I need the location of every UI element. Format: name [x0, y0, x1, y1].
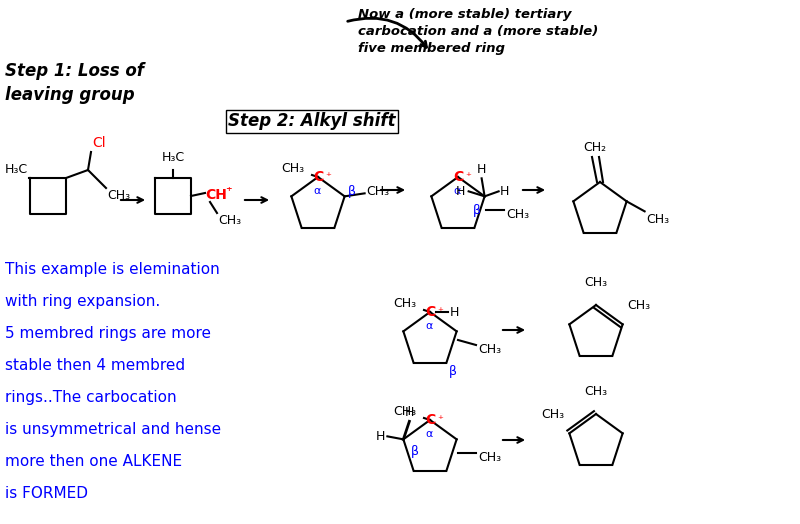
Text: CH₃: CH₃: [107, 189, 130, 202]
Text: CH₃: CH₃: [218, 214, 241, 227]
Text: CH₃: CH₃: [585, 385, 607, 398]
Text: H: H: [500, 185, 509, 198]
Text: CH₃: CH₃: [628, 299, 650, 312]
Text: H: H: [376, 430, 386, 443]
Text: CH₃: CH₃: [478, 343, 501, 356]
Text: α: α: [426, 429, 433, 439]
Text: ⁺: ⁺: [225, 185, 232, 198]
Text: ⁺: ⁺: [325, 172, 331, 182]
Text: ⁺: ⁺: [465, 172, 471, 182]
Text: CH₃: CH₃: [281, 162, 304, 175]
Text: β: β: [473, 204, 481, 217]
Text: CH₃: CH₃: [506, 208, 529, 221]
Text: CH₃: CH₃: [366, 185, 390, 198]
Text: CH₂: CH₂: [583, 141, 606, 154]
Text: β: β: [411, 445, 419, 458]
Text: with ring expansion.: with ring expansion.: [5, 294, 160, 309]
Text: stable then 4 membred: stable then 4 membred: [5, 358, 185, 373]
Text: CH₃: CH₃: [542, 408, 564, 421]
Text: H₃C: H₃C: [5, 163, 28, 176]
Text: C: C: [425, 305, 435, 319]
Text: C: C: [313, 170, 323, 184]
Text: β: β: [449, 365, 457, 378]
Text: CH₃: CH₃: [585, 276, 607, 289]
Text: C: C: [425, 413, 435, 427]
Text: CH: CH: [205, 188, 227, 202]
Text: is FORMED: is FORMED: [5, 486, 88, 501]
Text: C: C: [453, 170, 463, 184]
Text: H: H: [450, 305, 459, 319]
Text: CH₃: CH₃: [646, 213, 670, 226]
Text: α: α: [454, 186, 461, 196]
Text: ⁺: ⁺: [437, 415, 443, 425]
Text: H₃C: H₃C: [162, 151, 185, 164]
Text: β: β: [348, 185, 356, 198]
Text: CH₃: CH₃: [393, 405, 416, 418]
Text: CH₃: CH₃: [393, 297, 416, 310]
Text: Step 1: Loss of
leaving group: Step 1: Loss of leaving group: [5, 62, 144, 104]
Text: H: H: [405, 406, 414, 419]
Text: H: H: [455, 185, 465, 198]
Text: rings..The carbocation: rings..The carbocation: [5, 390, 177, 405]
Text: CH₃: CH₃: [478, 451, 501, 464]
Text: Step 2: Alkyl shift: Step 2: Alkyl shift: [228, 112, 396, 130]
Text: α: α: [314, 186, 321, 196]
Text: Now a (more stable) tertiary
carbocation and a (more stable)
five membered ring: Now a (more stable) tertiary carbocation…: [358, 8, 598, 55]
Text: 5 membred rings are more: 5 membred rings are more: [5, 326, 211, 341]
Text: α: α: [426, 321, 433, 331]
Text: more then one ALKENE: more then one ALKENE: [5, 454, 182, 469]
Text: This example is elemination: This example is elemination: [5, 262, 220, 277]
Text: H: H: [477, 163, 486, 177]
Text: Cl: Cl: [92, 136, 106, 150]
Text: is unsymmetrical and hense: is unsymmetrical and hense: [5, 422, 221, 437]
Text: ⁺: ⁺: [437, 307, 443, 317]
